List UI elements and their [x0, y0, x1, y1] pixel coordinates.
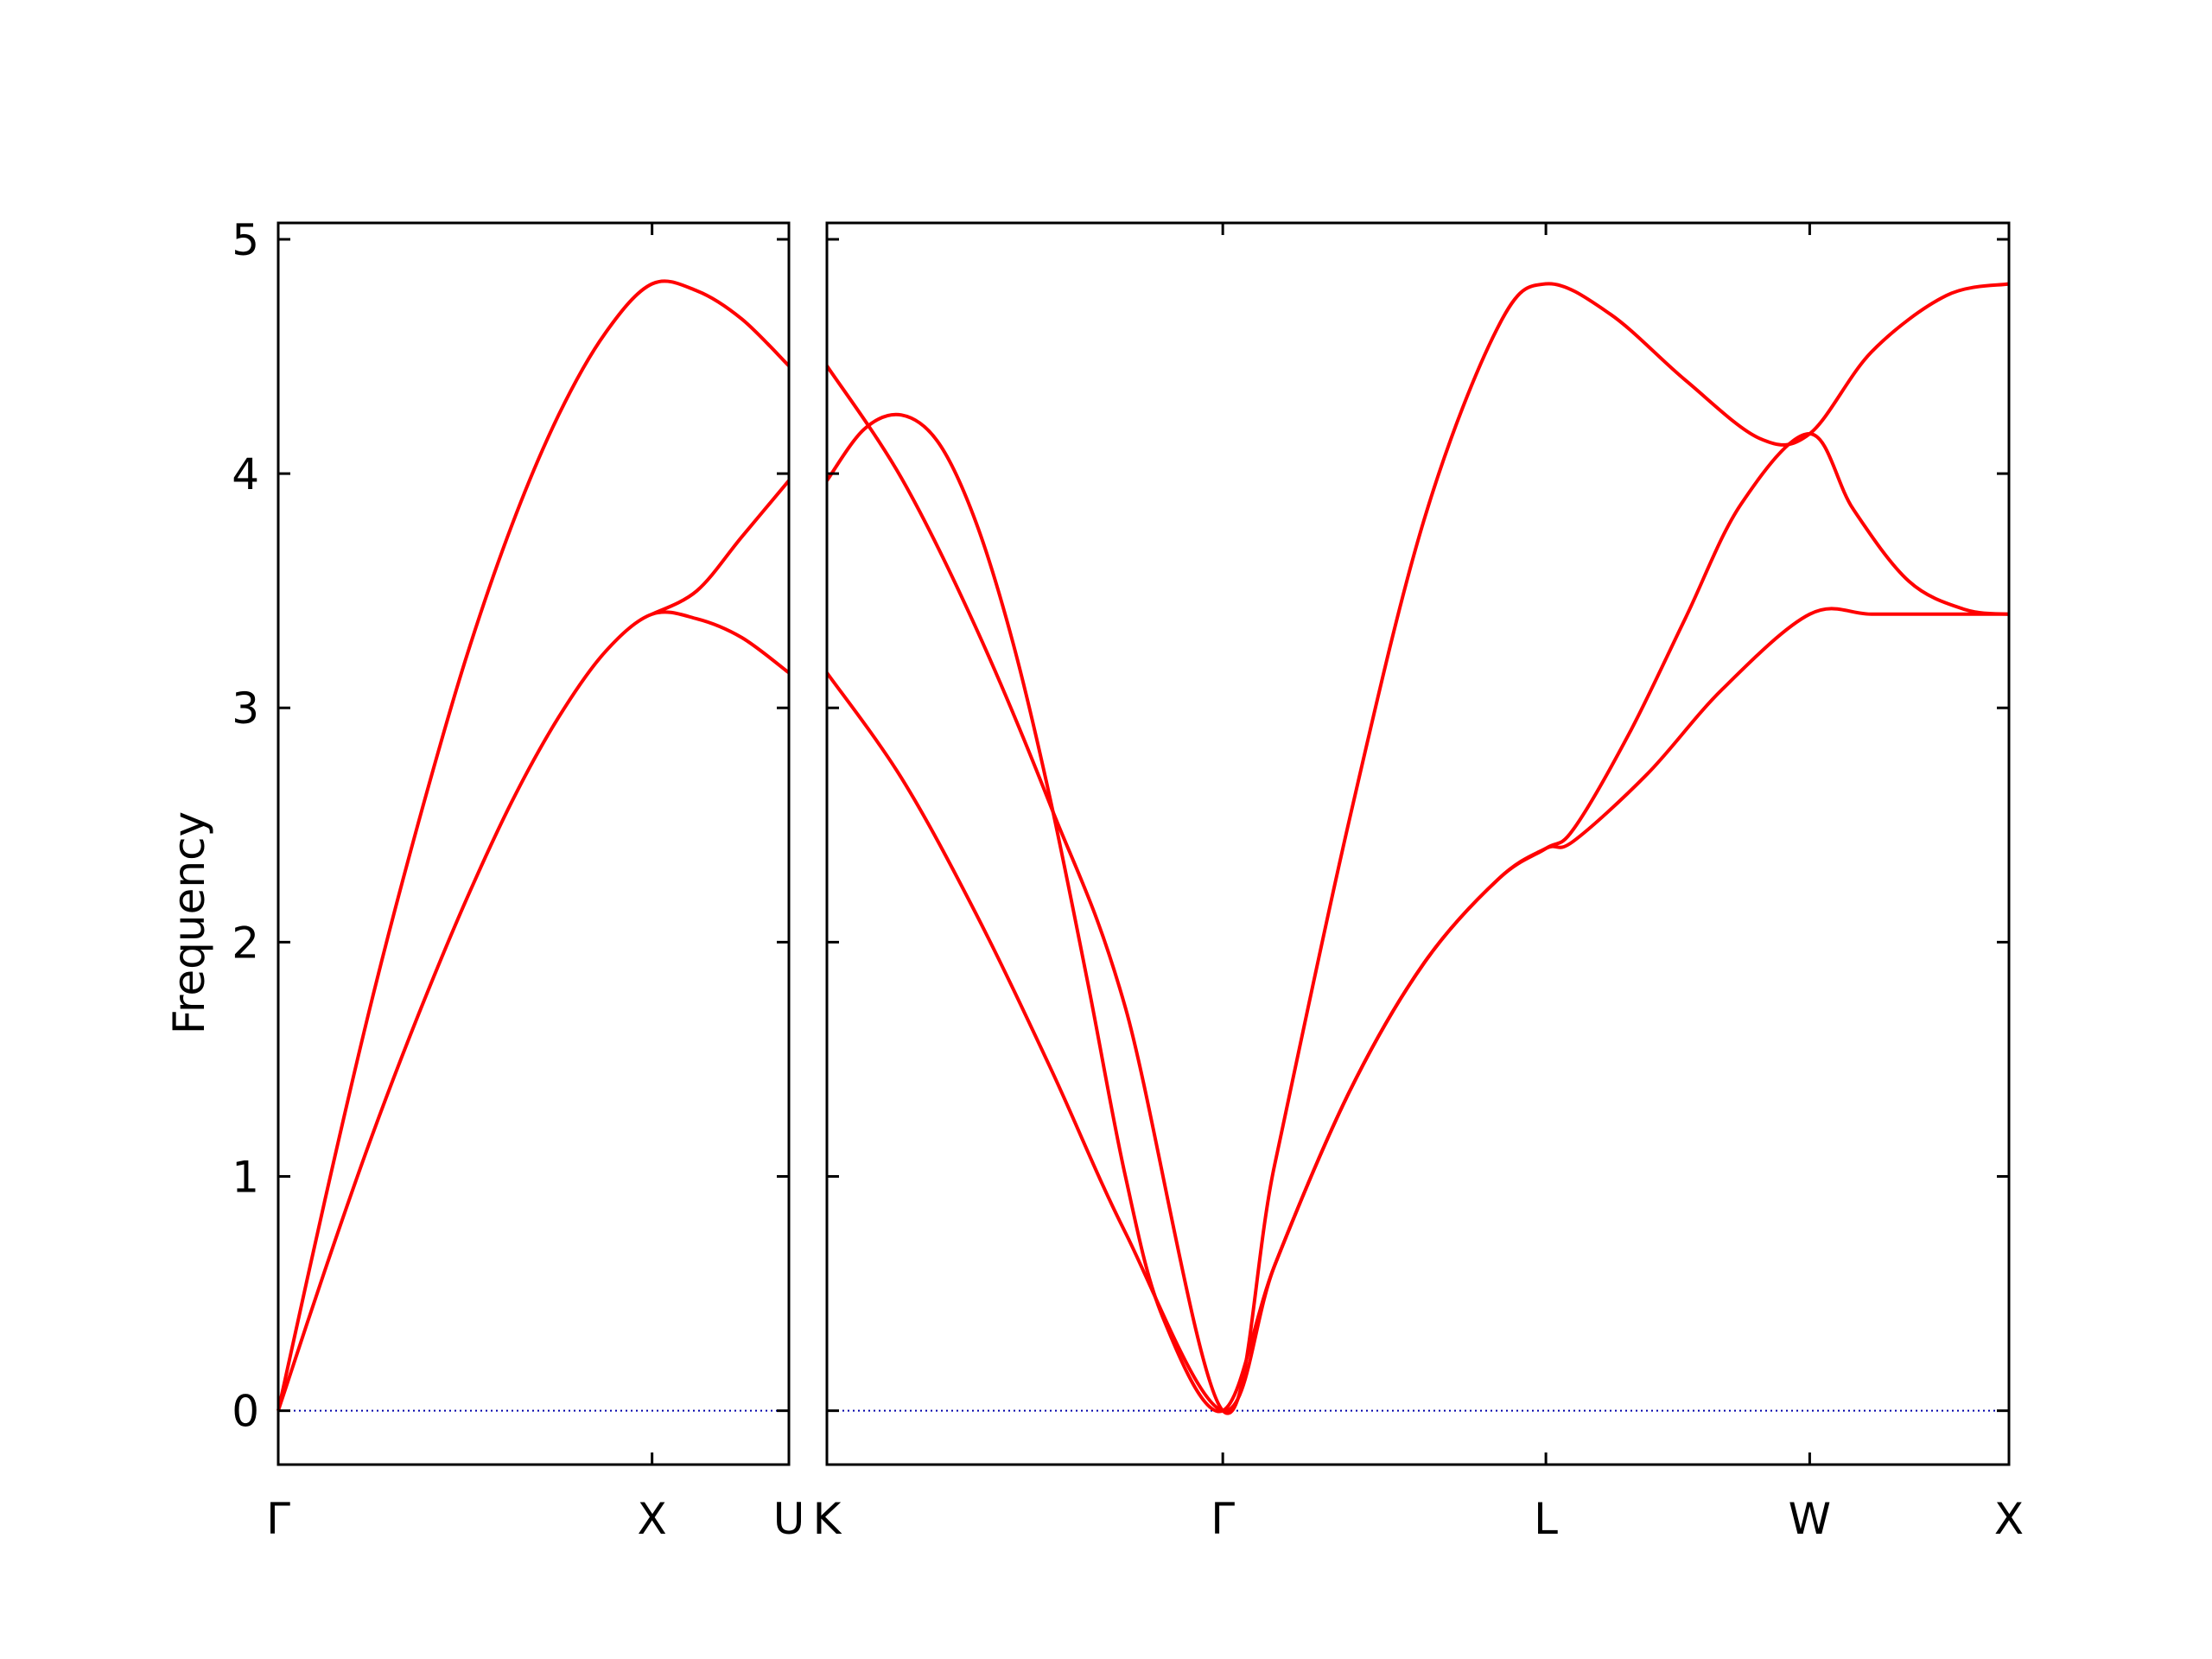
x-tick-label: Γ: [266, 1494, 290, 1544]
band-line-1-1: [825, 412, 2010, 1414]
y-tick-label: 4: [232, 449, 259, 499]
band-line-0-0: [276, 279, 791, 1412]
y-tick-label: 5: [232, 215, 259, 265]
y-tick-label: 1: [232, 1153, 259, 1203]
band-line-1-0: [825, 282, 2010, 1415]
plot-frame: [825, 221, 2011, 1466]
plot-frame: [276, 221, 791, 1466]
x-tick-label: Γ: [1211, 1494, 1235, 1544]
x-tick-label: U: [773, 1494, 805, 1544]
band-panel-left: 0 1 2 3 4 5 Γ X U: [232, 215, 804, 1544]
band-line-0-2: [651, 479, 791, 616]
x-tick-label: W: [1789, 1494, 1831, 1544]
x-tick-label: L: [1534, 1494, 1558, 1544]
x-tick-label: X: [638, 1494, 667, 1544]
y-tick-label: 0: [232, 1387, 259, 1437]
y-tick-label: 3: [232, 683, 259, 734]
band-line-0-1: [276, 610, 791, 1412]
x-tick-label: K: [813, 1494, 842, 1544]
band-line-1-2: [825, 607, 2009, 1413]
y-axis-label: Frequency: [164, 811, 214, 1034]
x-tick-label: X: [1994, 1494, 2024, 1544]
y-tick-label: 2: [232, 918, 259, 968]
